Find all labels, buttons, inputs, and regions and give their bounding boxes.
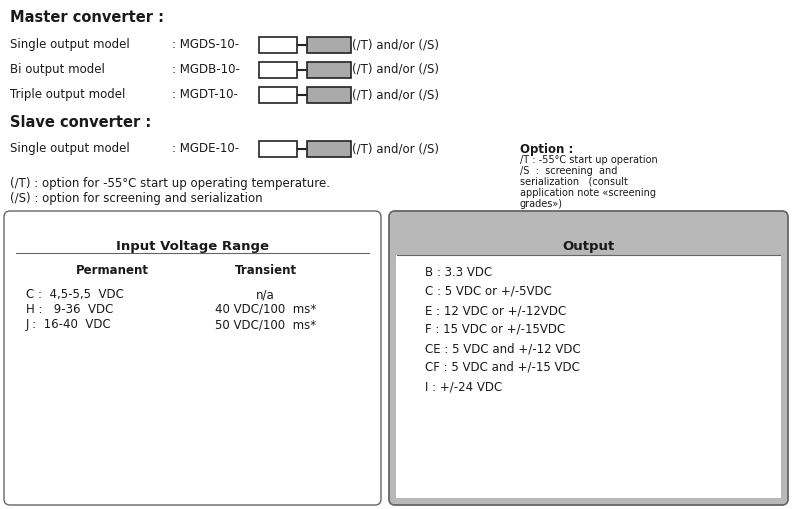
FancyBboxPatch shape (259, 38, 297, 54)
Text: grades»): grades») (520, 199, 563, 209)
Text: H :   9-36  VDC: H : 9-36 VDC (26, 302, 113, 316)
Text: C : 5 VDC or +/-5VDC: C : 5 VDC or +/-5VDC (425, 285, 552, 297)
FancyBboxPatch shape (259, 88, 297, 104)
FancyBboxPatch shape (259, 63, 297, 79)
Text: : MGDT-10-: : MGDT-10- (172, 88, 238, 101)
Text: Option :: Option : (520, 143, 573, 156)
Text: (/S) : option for screening and serialization: (/S) : option for screening and serializ… (10, 191, 263, 205)
FancyBboxPatch shape (307, 38, 351, 54)
Text: (/T) and/or (/S): (/T) and/or (/S) (352, 88, 439, 101)
Text: CF : 5 VDC and +/-15 VDC: CF : 5 VDC and +/-15 VDC (425, 360, 580, 373)
Text: C :  4,5-5,5  VDC: C : 4,5-5,5 VDC (26, 288, 124, 300)
Text: Input Voltage Range: Input Voltage Range (116, 240, 269, 252)
Text: : MGDS-10-: : MGDS-10- (172, 38, 239, 51)
Text: : MGDE-10-: : MGDE-10- (172, 142, 239, 155)
Text: (/T) : option for -55°C start up operating temperature.: (/T) : option for -55°C start up operati… (10, 177, 330, 190)
Text: Master converter :: Master converter : (10, 10, 164, 25)
Text: application note «screening: application note «screening (520, 188, 656, 197)
Text: serialization   (consult: serialization (consult (520, 177, 628, 187)
Text: Bi output model: Bi output model (10, 63, 105, 76)
Text: (/T) and/or (/S): (/T) and/or (/S) (352, 142, 439, 155)
Text: /T : -55°C start up operation: /T : -55°C start up operation (520, 155, 657, 165)
Text: Transient: Transient (234, 264, 296, 276)
FancyBboxPatch shape (307, 63, 351, 79)
Text: Slave converter :: Slave converter : (10, 115, 151, 130)
Text: 50 VDC/100  ms*: 50 VDC/100 ms* (215, 318, 316, 330)
Text: Output: Output (562, 240, 615, 252)
FancyBboxPatch shape (307, 142, 351, 158)
Text: I : +/-24 VDC: I : +/-24 VDC (425, 379, 502, 392)
Text: E : 12 VDC or +/-12VDC: E : 12 VDC or +/-12VDC (425, 303, 566, 317)
FancyBboxPatch shape (4, 212, 381, 505)
Text: J :  16-40  VDC: J : 16-40 VDC (26, 318, 112, 330)
Text: n/a: n/a (256, 288, 275, 300)
Text: Triple output model: Triple output model (10, 88, 125, 101)
Text: 40 VDC/100  ms*: 40 VDC/100 ms* (215, 302, 316, 316)
Text: F : 15 VDC or +/-15VDC: F : 15 VDC or +/-15VDC (425, 322, 565, 335)
FancyBboxPatch shape (389, 212, 788, 505)
Text: Permanent: Permanent (76, 264, 149, 276)
Text: B : 3.3 VDC: B : 3.3 VDC (425, 266, 493, 278)
Text: CE : 5 VDC and +/-12 VDC: CE : 5 VDC and +/-12 VDC (425, 342, 581, 354)
FancyBboxPatch shape (307, 88, 351, 104)
Text: /S  :  screening  and: /S : screening and (520, 165, 618, 176)
Text: (/T) and/or (/S): (/T) and/or (/S) (352, 38, 439, 51)
FancyBboxPatch shape (259, 142, 297, 158)
Text: Single output model: Single output model (10, 38, 130, 51)
Text: Single output model: Single output model (10, 142, 130, 155)
FancyBboxPatch shape (396, 256, 781, 498)
Text: : MGDB-10-: : MGDB-10- (172, 63, 240, 76)
Text: (/T) and/or (/S): (/T) and/or (/S) (352, 63, 439, 76)
